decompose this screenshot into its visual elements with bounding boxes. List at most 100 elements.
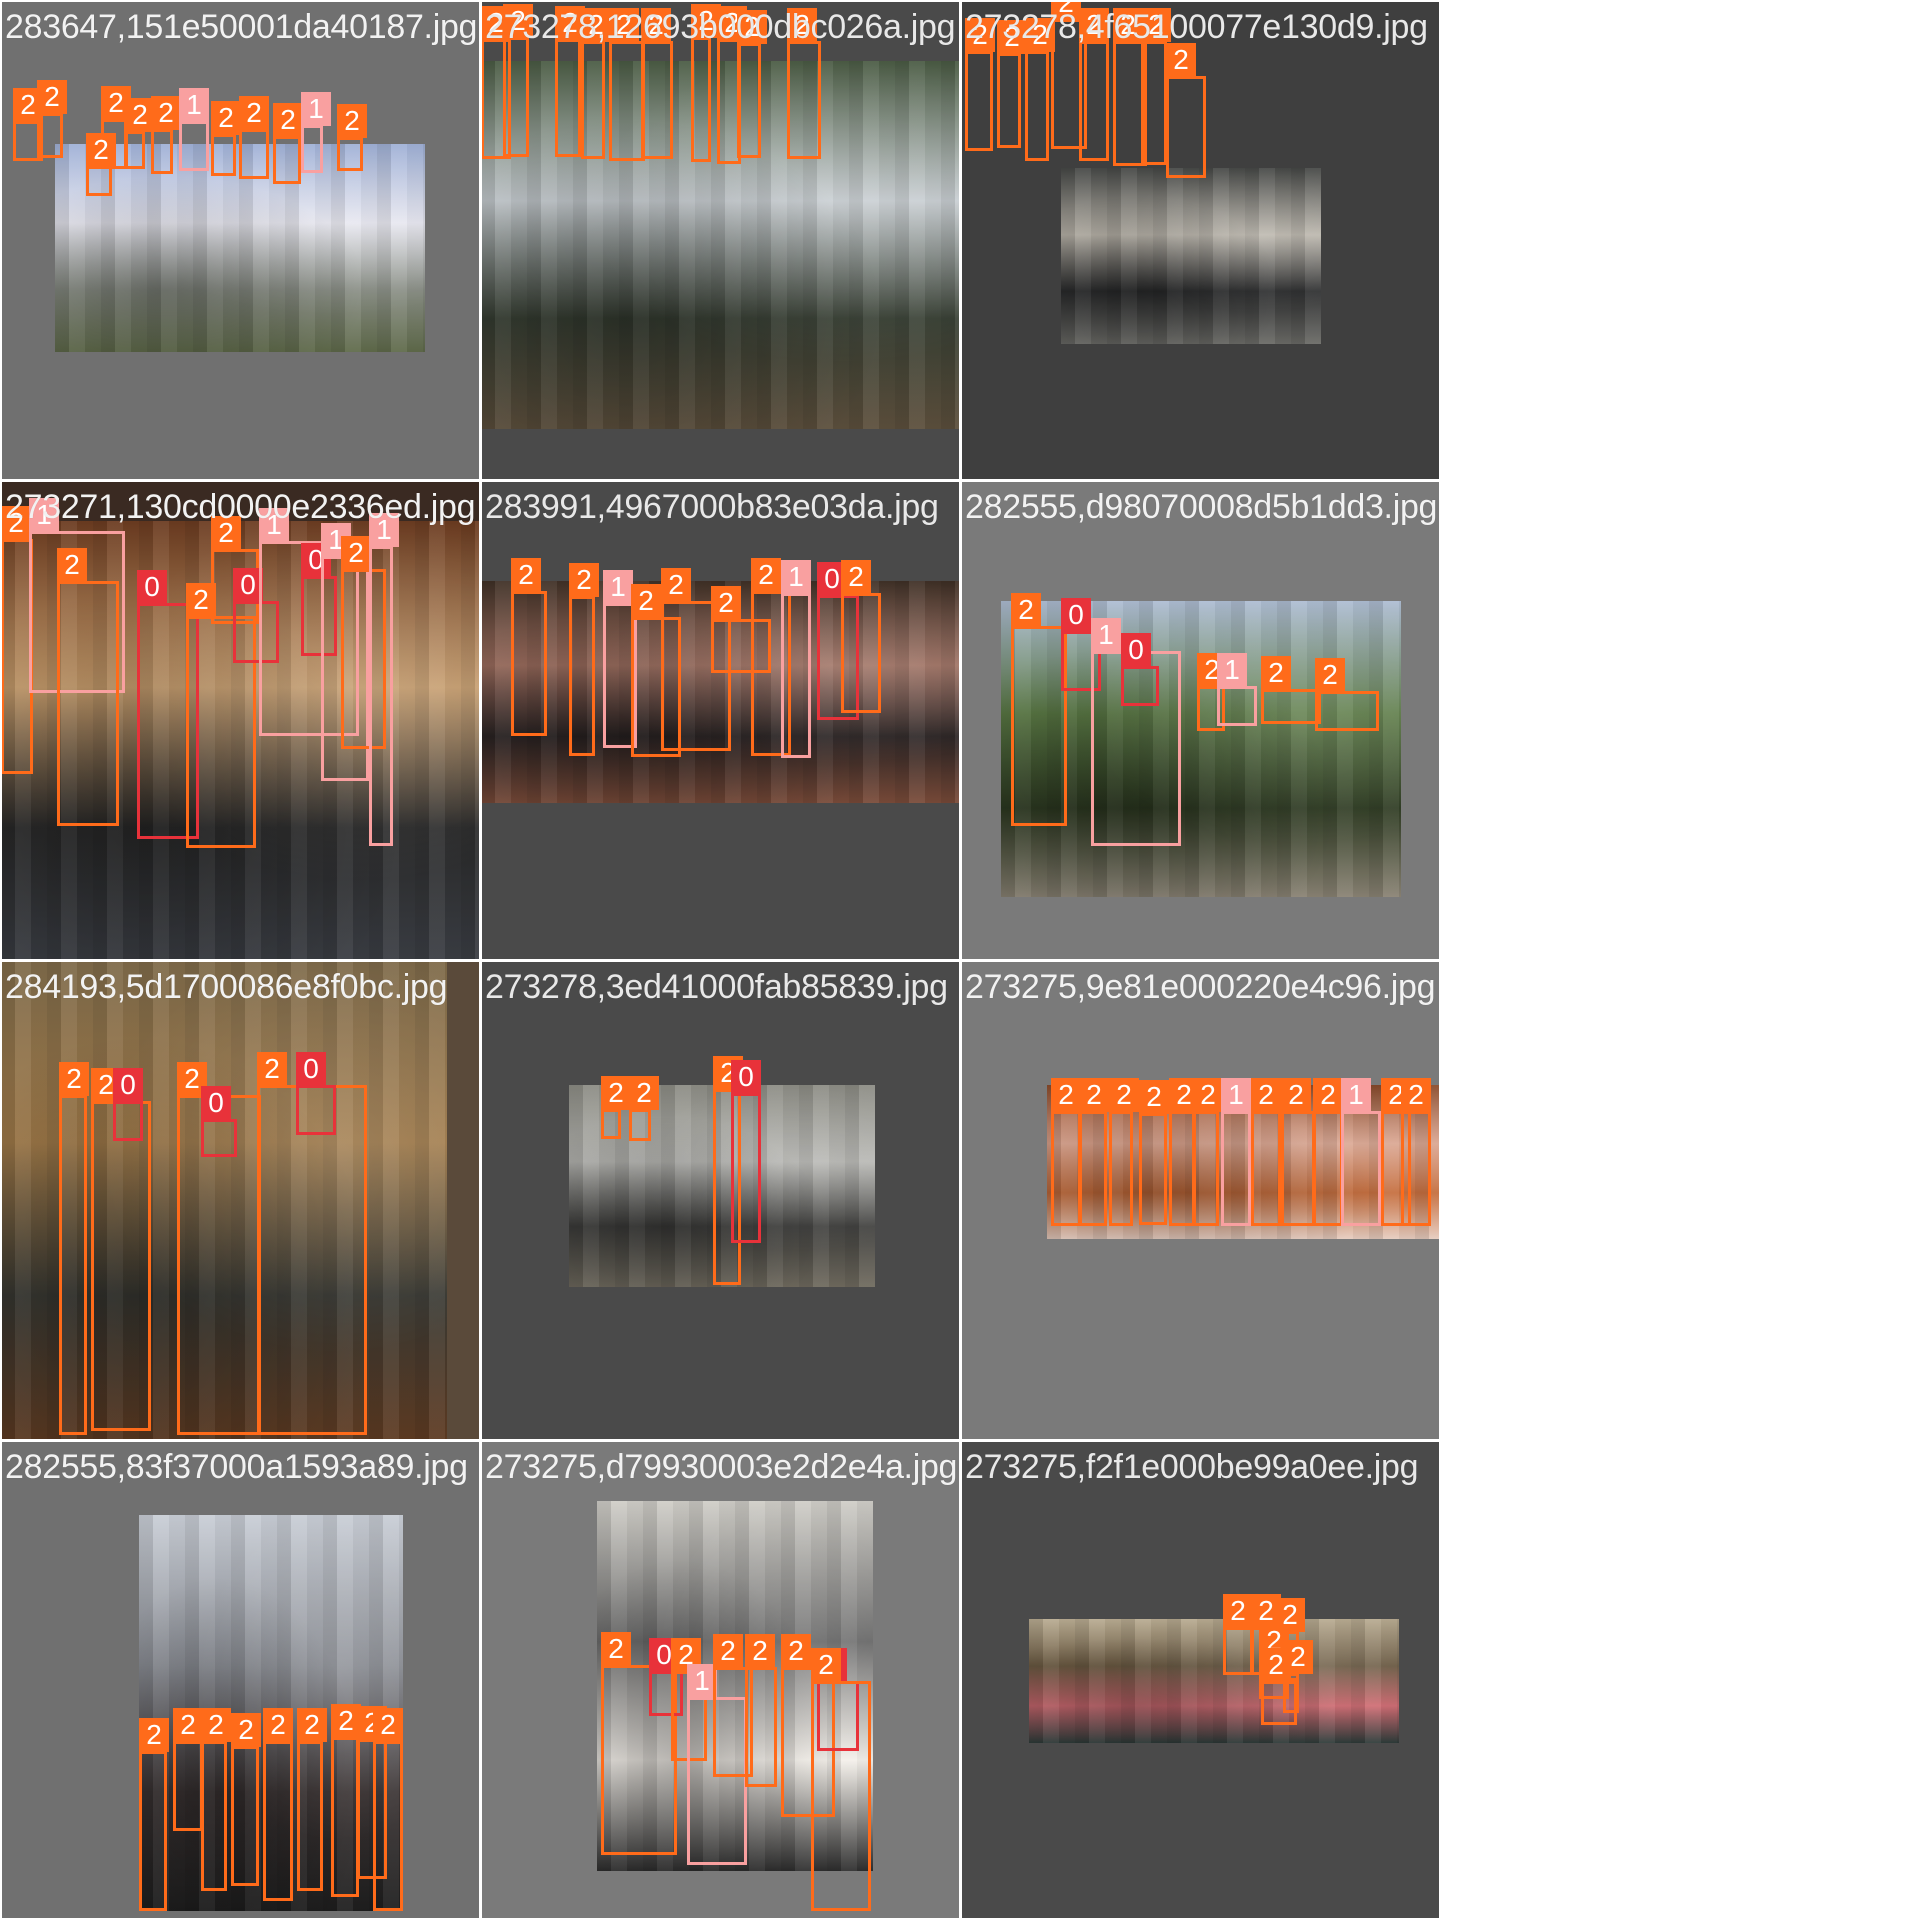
detection-box: 2: [57, 548, 119, 826]
detection-box: 1: [1341, 1078, 1381, 1226]
tile-filename: 273275,f2f1e000be99a0ee.jpg: [965, 1448, 1419, 1486]
detection-box: 1: [1217, 653, 1257, 726]
detection-box: 2: [1139, 1080, 1169, 1225]
class-label: 2: [737, 10, 767, 44]
detection-box: 2: [781, 1634, 835, 1817]
detection-box: 2: [713, 1634, 753, 1777]
detection-box: 2: [555, 6, 585, 157]
detection-box: 2: [1109, 1078, 1139, 1226]
detection-box: 2: [1051, 0, 1087, 149]
class-label: 0: [201, 1086, 231, 1120]
class-label: 2: [231, 1713, 261, 1747]
detection-box: 1: [1221, 1078, 1251, 1226]
class-label: 2: [1401, 1078, 1431, 1112]
detection-box: 2: [91, 1068, 151, 1431]
tile-filename: 273278,4f65100077e130d9.jpg: [965, 8, 1428, 46]
detection-box: 2: [211, 101, 241, 176]
class-label: 2: [1223, 1594, 1253, 1628]
detection-box: 2: [231, 1713, 261, 1886]
class-label: 1: [301, 92, 331, 126]
detection-box: 2: [1261, 656, 1321, 724]
image-tile: 2 2 0 2 0 2 0 284193,5d1700086e8f0bc.jpg: [1, 961, 479, 1439]
class-label: 2: [1141, 8, 1171, 42]
detection-box: 2: [1011, 593, 1067, 826]
class-label: 2: [745, 1634, 775, 1668]
detection-box: 1: [781, 560, 811, 758]
class-label: 1: [179, 88, 209, 122]
detection-box: 2: [569, 563, 599, 756]
detection-box: 1: [179, 88, 209, 171]
class-label: 2: [86, 133, 116, 167]
detection-box: 2: [331, 1704, 361, 1897]
class-label: 2: [555, 6, 585, 40]
class-label: 2: [671, 1638, 701, 1672]
class-label: 2: [263, 1708, 293, 1742]
tile-filename: 283647,151e50001da40187.jpg: [5, 8, 478, 46]
detection-box: 2: [631, 584, 681, 757]
detection-box: 2: [1315, 658, 1379, 731]
grid-separator: [0, 1918, 1440, 1920]
class-label: 2: [1079, 8, 1109, 42]
detection-box: 2: [661, 568, 731, 751]
detection-box: 2: [341, 536, 386, 749]
detection-box: 2: [609, 8, 645, 161]
detection-box: 2: [641, 8, 673, 159]
detection-box: 1: [301, 92, 331, 173]
photo: [597, 1501, 873, 1871]
class-label: 2: [569, 563, 599, 597]
detection-box: 2: [745, 1634, 777, 1787]
image-tile: 202122202273275,d79930003e2d2e4a.jpg: [481, 1441, 959, 1919]
class-label: 2: [1079, 1078, 1109, 1112]
class-label: 1: [29, 498, 59, 532]
detection-box: 2: [841, 560, 881, 713]
detection-box: 2: [511, 558, 547, 736]
class-label: 2: [273, 103, 303, 137]
class-label: 2: [1139, 1080, 1169, 1114]
detection-box: 2: [37, 80, 67, 158]
class-label: 2: [841, 560, 871, 594]
detection-box: 2: [691, 4, 721, 162]
class-label: 2: [297, 1708, 327, 1742]
photo: [1029, 1619, 1399, 1743]
detection-box: 2: [1251, 1078, 1281, 1226]
image-tile: 2 2 2 2 2 2 273275,f2f1e000be99a0ee.jpg: [961, 1441, 1439, 1919]
detection-box: 2: [173, 1708, 203, 1831]
grid-separator: [0, 960, 1440, 962]
tile-filename: 273278,12693b000dbc026a.jpg: [485, 8, 956, 46]
detection-box: 2: [273, 103, 303, 184]
class-label: 2: [1281, 1078, 1311, 1112]
image-tile: 2 2 2 2 2 1 2 2 2 1 2 2 283647,151e50001da40187.jpg: [1, 1, 479, 479]
detection-box: 0: [296, 1052, 336, 1135]
detection-box: 0: [137, 570, 199, 839]
class-label: 2: [965, 18, 995, 52]
tile-filename: 273278,3ed41000fab85839.jpg: [485, 968, 948, 1006]
detection-box: 2: [1193, 1078, 1223, 1226]
grid-separator: [0, 480, 1440, 482]
detection-box: 2: [1141, 8, 1171, 165]
class-label: 2: [781, 1634, 811, 1668]
detection-box: 2: [629, 1076, 659, 1141]
class-label: 2: [1251, 1078, 1281, 1112]
class-label: 2: [341, 536, 371, 570]
class-label: 0: [137, 570, 167, 604]
detection-box: 2: [297, 1708, 327, 1891]
class-label: 2: [173, 1708, 203, 1742]
detection-box: 2: [125, 98, 155, 169]
class-label: 2: [601, 1632, 631, 1666]
class-label: 2: [641, 8, 671, 42]
image-tile: 2 2 2 0 273278,3ed41000fab85839.jpg: [481, 961, 959, 1439]
photo: [1061, 168, 1321, 344]
class-label: 0: [731, 1060, 761, 1094]
detection-box: 2: [1051, 1078, 1081, 1226]
class-label: 2: [713, 1634, 743, 1668]
class-label: 2: [503, 4, 533, 38]
tile-filename: 282555,83f37000a1593a89.jpg: [5, 1448, 468, 1486]
detection-box: 2: [1281, 1078, 1315, 1226]
detection-box: 2: [257, 1052, 367, 1435]
class-label: 2: [201, 1708, 231, 1742]
class-label: 2: [1051, 1078, 1081, 1112]
class-label: 2: [511, 558, 541, 592]
class-label: 2: [1283, 1640, 1313, 1674]
class-label: 2: [337, 104, 367, 138]
class-label: 1: [1341, 1078, 1371, 1112]
